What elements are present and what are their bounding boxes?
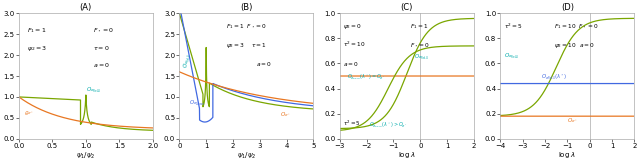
Text: $O_{\sigma^\star}$: $O_{\sigma^\star}$ xyxy=(567,116,578,125)
Text: $\tau = 0$: $\tau = 0$ xyxy=(93,44,109,52)
Text: $\tau^2 = 10$: $\tau^2 = 10$ xyxy=(342,40,365,49)
Text: $O_{\sigma_{\mathrm{ReLU}}}(\lambda^\star)$: $O_{\sigma_{\mathrm{ReLU}}}(\lambda^\sta… xyxy=(541,72,567,82)
X-axis label: $\psi_1/\psi_2$: $\psi_1/\psi_2$ xyxy=(76,150,95,161)
Text: $F_1 = 1$: $F_1 = 1$ xyxy=(27,26,47,35)
X-axis label: $\log\,\lambda$: $\log\,\lambda$ xyxy=(397,150,416,160)
Text: $F_\star = 0$: $F_\star = 0$ xyxy=(410,42,430,50)
Title: (D): (D) xyxy=(561,3,574,12)
X-axis label: $\log\,\lambda$: $\log\,\lambda$ xyxy=(558,150,577,160)
Text: $a = 0$: $a = 0$ xyxy=(93,61,109,69)
Text: $F_\star = 0$: $F_\star = 0$ xyxy=(93,27,114,34)
Text: $O_{\sigma_{\mathrm{ReLU}}}$: $O_{\sigma_{\mathrm{ReLU}}}$ xyxy=(413,52,429,62)
Title: (B): (B) xyxy=(240,3,253,12)
Text: $O_{\sigma_{\mathrm{ReLU}}}$: $O_{\sigma_{\mathrm{ReLU}}}$ xyxy=(504,51,520,61)
Title: (A): (A) xyxy=(80,3,92,12)
Text: $O_{\sigma_{\mathrm{ReLU}}}(\lambda^\star) = O_{\sigma^\star}$: $O_{\sigma_{\mathrm{ReLU}}}(\lambda^\sta… xyxy=(347,72,385,82)
X-axis label: $\psi_1/\psi_2$: $\psi_1/\psi_2$ xyxy=(237,150,256,161)
Text: $O_{\sigma_{\mathrm{ReLU}}}$: $O_{\sigma_{\mathrm{ReLU}}}$ xyxy=(182,53,194,69)
Text: $a = 0$: $a = 0$ xyxy=(256,60,272,68)
Text: $F_1 = 1$  $F_\star = 0$: $F_1 = 1$ $F_\star = 0$ xyxy=(227,22,268,31)
Text: $F_1 = 1$: $F_1 = 1$ xyxy=(410,22,428,31)
Text: $O_{\sigma^\star}$: $O_{\sigma^\star}$ xyxy=(280,110,291,119)
Text: $O_{\sigma_{\mathrm{Linear}}}$: $O_{\sigma_{\mathrm{Linear}}}$ xyxy=(189,99,205,108)
Text: $a = 0$: $a = 0$ xyxy=(342,60,358,68)
Text: $\psi_2 = 0$: $\psi_2 = 0$ xyxy=(342,22,362,31)
Text: $O_{\sigma_{\mathrm{ReLU}}}(\lambda^\star) > O_{\sigma^\star}$: $O_{\sigma_{\mathrm{ReLU}}}(\lambda^\sta… xyxy=(369,120,408,130)
Text: $\tau^2 = 5$: $\tau^2 = 5$ xyxy=(342,119,360,128)
Text: $\psi_2 = 10$  $a = 0$: $\psi_2 = 10$ $a = 0$ xyxy=(554,41,595,50)
Text: $O_{\sigma_{\mathrm{ReLU}}}$: $O_{\sigma_{\mathrm{ReLU}}}$ xyxy=(86,85,101,95)
Text: $\tau^2 = 5$: $\tau^2 = 5$ xyxy=(504,21,524,31)
Text: $\varrho_{\sigma^\star}$: $\varrho_{\sigma^\star}$ xyxy=(24,109,35,117)
Text: $F_1 = 10$  $F_\star = 0$: $F_1 = 10$ $F_\star = 0$ xyxy=(554,22,599,31)
Title: (C): (C) xyxy=(401,3,413,12)
Text: $\psi_2 = 3$: $\psi_2 = 3$ xyxy=(27,44,47,53)
Text: $\psi_2 = 3$    $\tau = 1$: $\psi_2 = 3$ $\tau = 1$ xyxy=(227,41,268,50)
